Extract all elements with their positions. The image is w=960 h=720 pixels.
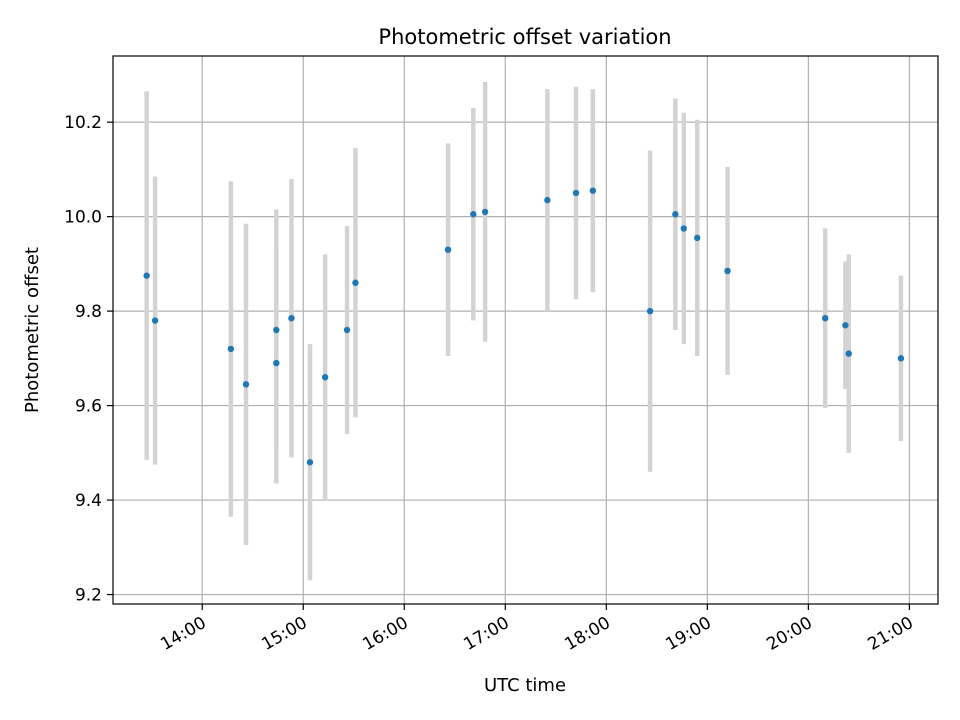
data-point <box>589 187 597 194</box>
data-point <box>572 189 580 197</box>
data-point <box>242 381 250 388</box>
data-point <box>842 322 849 329</box>
data-point <box>143 272 150 279</box>
data-point <box>544 196 551 204</box>
data-point <box>227 345 235 353</box>
x-tick-label: 18:00 <box>561 613 613 655</box>
data-point <box>273 326 280 334</box>
y-tick-label: 9.4 <box>75 491 102 511</box>
data-point <box>288 314 295 322</box>
data-point <box>672 211 679 218</box>
data-point <box>897 355 905 362</box>
data-point <box>352 279 359 286</box>
data-point <box>273 359 280 367</box>
data-point <box>343 326 351 334</box>
plot-frame <box>112 55 939 605</box>
data-point <box>694 234 701 242</box>
x-tick-label: 19:00 <box>662 613 714 655</box>
y-axis-label: Photometric offset <box>22 247 43 413</box>
data-point <box>481 208 489 216</box>
data-points <box>143 187 905 466</box>
data-point <box>151 317 159 324</box>
y-tick-label: 10.0 <box>64 208 102 228</box>
data-point <box>646 307 654 315</box>
x-tick-label: 16:00 <box>359 613 411 655</box>
data-point <box>821 314 829 322</box>
data-point <box>470 211 477 218</box>
x-axis-label: UTC time <box>484 675 566 696</box>
y-tick-label: 9.2 <box>75 586 102 606</box>
data-point <box>321 374 329 381</box>
chart-title: Photometric offset variation <box>378 25 671 49</box>
data-point <box>724 267 731 275</box>
data-point <box>845 350 852 357</box>
data-point <box>306 459 314 466</box>
plot-area <box>113 56 938 604</box>
data-point <box>680 225 687 232</box>
x-tick-label: 14:00 <box>157 613 209 655</box>
x-axis: 14:00 15:00 16:00 17:00 18:00 19:00 20:00 21:00 <box>157 604 917 655</box>
y-axis: 9.2 9.4 9.6 9.8 10.0 10.2 <box>64 113 113 606</box>
x-tick-label: 20:00 <box>763 613 815 655</box>
x-tick-label: 15:00 <box>258 613 310 655</box>
y-tick-label: 9.6 <box>75 397 102 417</box>
y-tick-label: 10.2 <box>64 113 102 133</box>
y-tick-label: 9.8 <box>75 302 102 322</box>
x-tick-label: 17:00 <box>460 613 512 655</box>
data-point <box>444 246 452 253</box>
grid <box>113 56 938 604</box>
x-tick-label: 21:00 <box>864 613 916 655</box>
